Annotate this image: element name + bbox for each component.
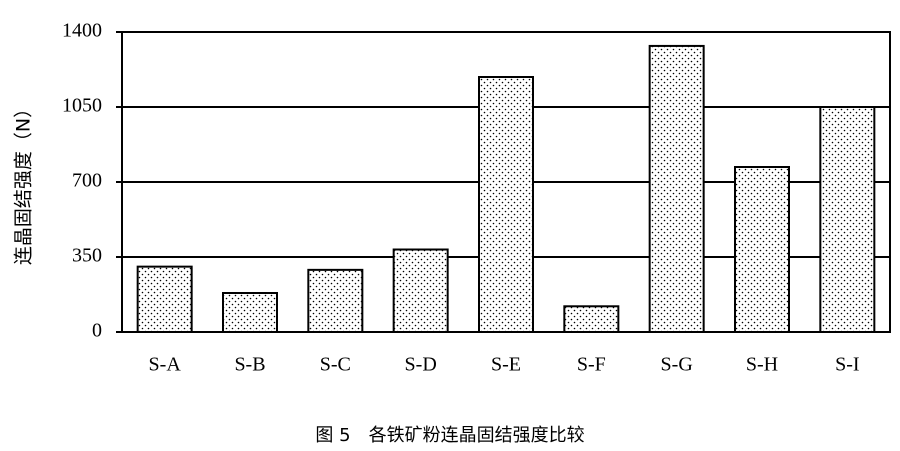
- bar: [307, 268, 364, 334]
- bar: [478, 76, 534, 333]
- bar: [819, 106, 876, 333]
- y-tick-label: 1050: [62, 95, 102, 117]
- x-tick-label: S-H: [746, 354, 778, 376]
- x-tick-label: S-E: [491, 354, 521, 376]
- x-tick-label: S-B: [234, 354, 265, 376]
- bar: [222, 292, 278, 333]
- y-tick-label: 0: [92, 320, 102, 342]
- x-tick-label: S-C: [320, 354, 351, 376]
- y-tick-label: 350: [72, 245, 102, 267]
- bar: [392, 248, 449, 333]
- bar: [648, 44, 705, 334]
- x-tick-label: S-D: [405, 354, 437, 376]
- x-tick-label: S-I: [835, 354, 859, 376]
- bar: [136, 265, 193, 333]
- x-tick-label: S-F: [577, 354, 606, 376]
- bar: [563, 305, 620, 333]
- x-tick-label: S-G: [661, 354, 693, 376]
- y-axis-label: 连晶固结强度（N）: [13, 99, 35, 265]
- x-tick-label: S-A: [149, 354, 182, 376]
- y-tick-label: 700: [72, 170, 102, 192]
- bar: [734, 166, 790, 333]
- caption: 图 5 各铁矿粉连晶固结强度比较: [315, 425, 584, 446]
- y-tick-label: 1400: [62, 20, 102, 42]
